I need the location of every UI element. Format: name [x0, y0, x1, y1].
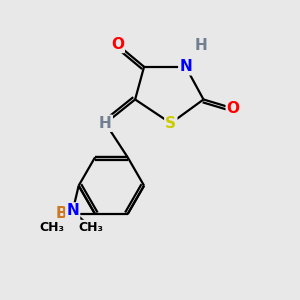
Text: O: O [111, 37, 124, 52]
Text: Br: Br [56, 206, 75, 221]
Text: N: N [66, 203, 79, 218]
Text: H: H [99, 116, 112, 131]
Text: H: H [194, 38, 207, 53]
Text: CH₃: CH₃ [78, 221, 103, 234]
Text: O: O [227, 101, 240, 116]
Text: N: N [179, 59, 192, 74]
Text: S: S [165, 116, 176, 131]
Text: CH₃: CH₃ [39, 221, 64, 234]
